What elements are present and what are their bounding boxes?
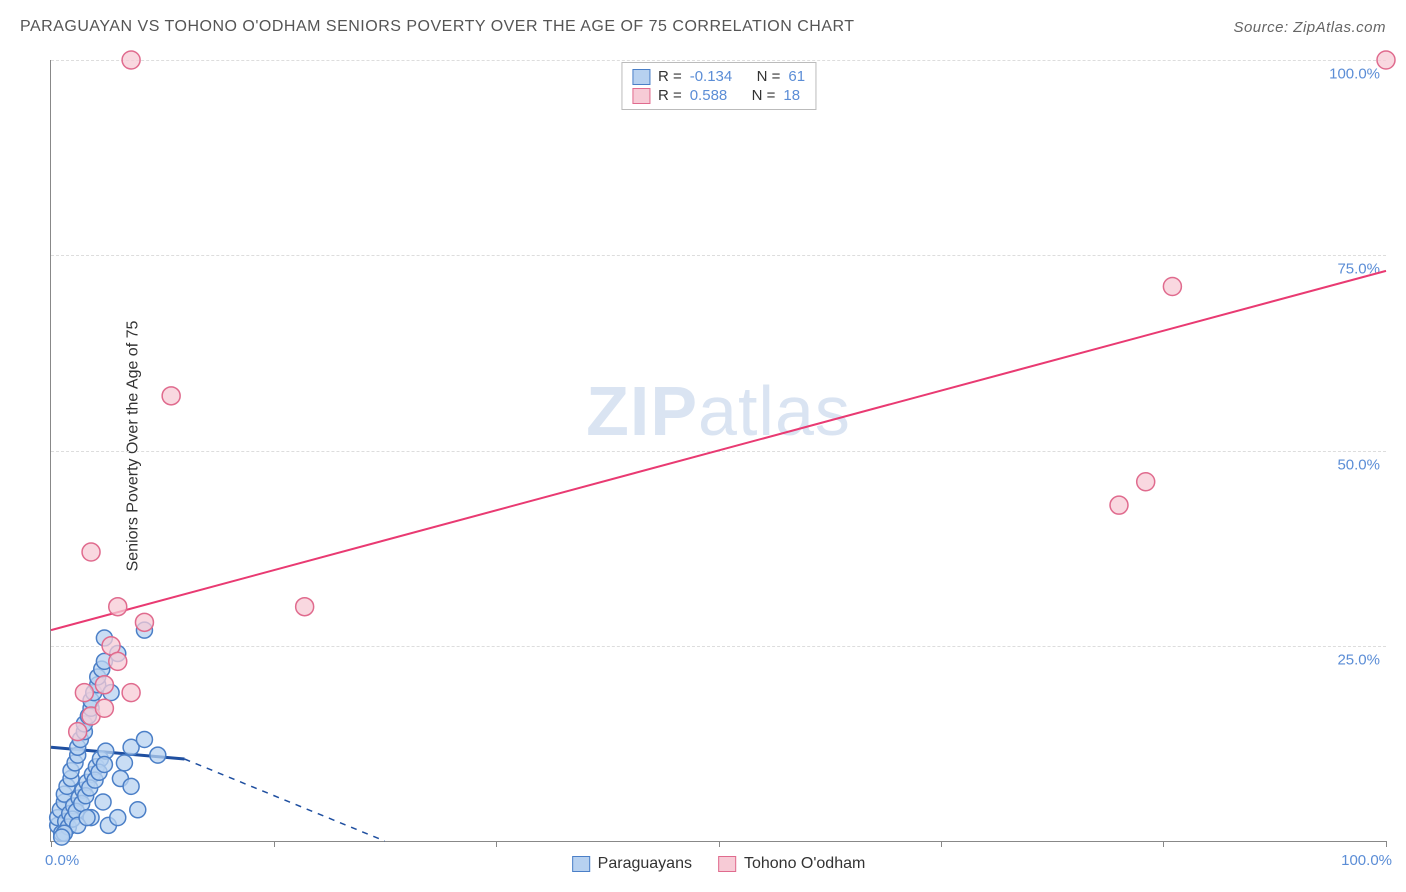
trend-line [51, 271, 1386, 630]
x-tick [51, 841, 52, 847]
data-point [123, 778, 139, 794]
legend-item: Paraguayans [572, 855, 692, 873]
trend-line-extrapolated [185, 759, 385, 841]
x-tick [274, 841, 275, 847]
legend-label: Tohono O'odham [744, 855, 865, 873]
data-point [96, 756, 112, 772]
data-point [162, 387, 180, 405]
r-label: R = [658, 87, 682, 104]
data-point [109, 652, 127, 670]
r-label: R = [658, 68, 682, 85]
data-point [116, 755, 132, 771]
chart-title: PARAGUAYAN VS TOHONO O'ODHAM SENIORS POV… [20, 18, 855, 36]
data-point [122, 51, 140, 69]
data-point [109, 598, 127, 616]
data-point [135, 613, 153, 631]
n-label: N = [752, 87, 776, 104]
x-tick [496, 841, 497, 847]
data-point [1377, 51, 1395, 69]
legend-item: Tohono O'odham [718, 855, 865, 873]
data-point [110, 810, 126, 826]
stats-row: R = 0.588 N = 18 [632, 86, 805, 105]
source-label: Source: ZipAtlas.com [1233, 19, 1386, 36]
data-point [1137, 473, 1155, 491]
x-tick [941, 841, 942, 847]
data-point [79, 810, 95, 826]
legend-label: Paraguayans [598, 855, 692, 873]
r-value: -0.134 [690, 68, 733, 85]
legend-swatch [632, 88, 650, 104]
x-tick [719, 841, 720, 847]
data-point [296, 598, 314, 616]
data-point [95, 794, 111, 810]
data-point [122, 684, 140, 702]
x-tick [1386, 841, 1387, 847]
legend-swatch [718, 856, 736, 872]
legend-swatch [632, 69, 650, 85]
data-point [95, 699, 113, 717]
r-value: 0.588 [690, 87, 728, 104]
plot-area: 25.0%50.0%75.0%100.0%0.0%100.0%ZIPatlasR… [50, 60, 1386, 842]
data-point [82, 543, 100, 561]
n-label: N = [757, 68, 781, 85]
data-point [1163, 277, 1181, 295]
data-point [1110, 496, 1128, 514]
data-point [54, 829, 70, 845]
series-legend: Paraguayans Tohono O'odham [572, 855, 866, 873]
data-point [95, 676, 113, 694]
n-value: 61 [788, 68, 805, 85]
legend-swatch [572, 856, 590, 872]
data-point [69, 723, 87, 741]
data-point [130, 802, 146, 818]
stats-legend: R =-0.134 N =61R =0.588 N =18 [621, 62, 816, 110]
data-point [136, 731, 152, 747]
x-tick-label: 100.0% [1341, 852, 1392, 869]
x-tick [1163, 841, 1164, 847]
data-point [75, 684, 93, 702]
data-point [150, 747, 166, 763]
n-value: 18 [783, 87, 800, 104]
x-tick-label: 0.0% [45, 852, 79, 869]
stats-row: R = -0.134 N = 61 [632, 67, 805, 86]
